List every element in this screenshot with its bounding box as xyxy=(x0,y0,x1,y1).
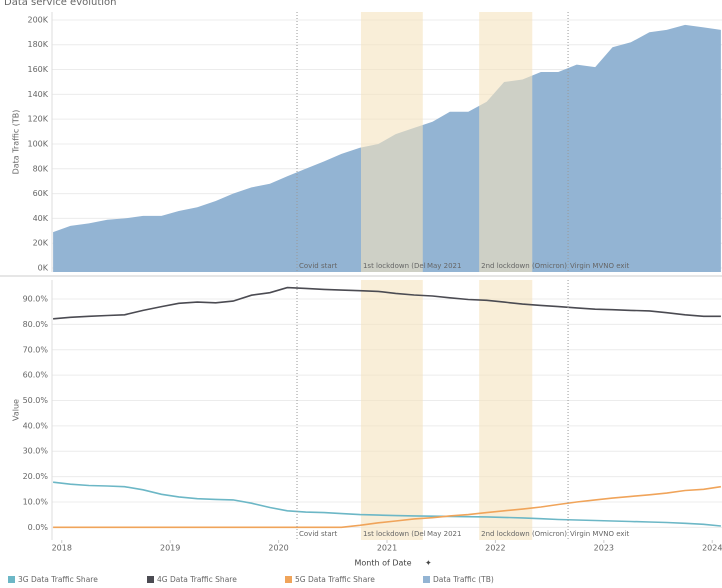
y-tick-label: 60.0% xyxy=(23,371,49,380)
y-tick-label: 80K xyxy=(33,164,49,173)
x-tick-label: 2024 xyxy=(702,544,722,553)
y-tick-label: 200K xyxy=(27,15,48,24)
y-tick-label: 0.0% xyxy=(28,523,49,532)
y-tick-label: 80.0% xyxy=(23,320,49,329)
event-label: 2nd lockdown (Omicron) xyxy=(481,530,567,538)
event-label: Virgin MVNO exit xyxy=(570,262,629,270)
event-label: Virgin MVNO exit xyxy=(570,530,629,538)
y-tick-label: 40K xyxy=(33,214,49,223)
y-tick-label: 40.0% xyxy=(23,421,49,430)
event-band xyxy=(360,12,423,272)
legend-swatch xyxy=(8,576,15,583)
legend-label: Data Traffic (TB) xyxy=(433,575,494,584)
y-tick-label: 100K xyxy=(27,139,48,148)
x-tick-label: 2019 xyxy=(160,544,180,553)
y-tick-label: 70.0% xyxy=(23,345,49,354)
x-tick-label: 2023 xyxy=(594,544,614,553)
event-label: 1st lockdown (Del xyxy=(363,530,426,538)
legend-swatch xyxy=(423,576,430,583)
event-label: 2nd lockdown (Omicron) xyxy=(481,262,567,270)
event-band xyxy=(479,12,533,272)
legend-swatch xyxy=(285,576,292,583)
x-tick-label: 2022 xyxy=(485,544,505,553)
event-label: Covid start xyxy=(299,530,337,538)
event-band xyxy=(479,280,533,540)
x-tick-label: 2021 xyxy=(377,544,397,553)
event-label: 1st lockdown (Del xyxy=(363,262,426,270)
event-label: May 2021 xyxy=(427,530,462,538)
y-tick-label: 120K xyxy=(27,115,48,124)
y-tick-label: 20K xyxy=(33,239,49,248)
x-tick-label: 2020 xyxy=(268,544,288,553)
y-axis-title: Value xyxy=(12,399,21,421)
x-tick-label: 2018 xyxy=(52,544,72,553)
y-tick-label: 90.0% xyxy=(23,295,49,304)
chart-title: Data service evolution xyxy=(4,0,117,8)
legend-swatch xyxy=(147,576,154,583)
event-label: Covid start xyxy=(299,262,337,270)
legend-label: 5G Data Traffic Share xyxy=(295,575,375,584)
line xyxy=(53,286,721,320)
y-tick-label: 0K xyxy=(38,264,49,273)
y-tick-label: 30.0% xyxy=(23,447,49,456)
y-tick-label: 50.0% xyxy=(23,396,49,405)
event-label: May 2021 xyxy=(427,262,462,270)
y-tick-label: 160K xyxy=(27,65,48,74)
legend-label: 3G Data Traffic Share xyxy=(18,575,98,584)
line xyxy=(53,481,721,527)
y-tick-label: 10.0% xyxy=(23,497,49,506)
legend-label: 4G Data Traffic Share xyxy=(157,575,237,584)
y-tick-label: 20.0% xyxy=(23,472,49,481)
x-axis-title: Month of Date xyxy=(355,559,412,568)
y-tick-label: 60K xyxy=(33,189,49,198)
y-tick-label: 180K xyxy=(27,40,48,49)
event-band xyxy=(360,280,423,540)
y-axis-title: Data Traffic (TB) xyxy=(12,110,21,175)
pin-icon: ✦ xyxy=(425,559,432,568)
y-tick-label: 140K xyxy=(27,90,48,99)
line xyxy=(53,485,722,529)
